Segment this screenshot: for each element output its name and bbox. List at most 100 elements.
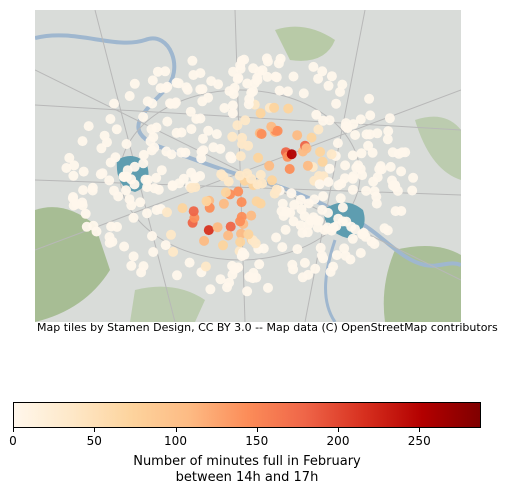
station-point bbox=[68, 170, 79, 181]
station-point bbox=[274, 85, 285, 96]
station-point bbox=[271, 184, 282, 195]
station-point bbox=[237, 132, 248, 143]
station-point bbox=[283, 103, 294, 114]
station-point bbox=[252, 179, 263, 190]
station-point bbox=[105, 157, 116, 168]
station-point bbox=[242, 286, 253, 297]
colorbar-tick-label: 200 bbox=[326, 434, 350, 448]
station-point bbox=[284, 164, 295, 174]
station-point bbox=[372, 128, 383, 139]
station-point bbox=[264, 160, 275, 171]
station-point bbox=[186, 124, 197, 135]
station-point bbox=[171, 77, 182, 88]
station-point bbox=[227, 108, 238, 119]
station-point bbox=[326, 71, 337, 82]
station-point bbox=[278, 210, 289, 221]
station-point bbox=[396, 166, 407, 177]
station-point bbox=[326, 149, 337, 160]
station-point bbox=[135, 197, 146, 208]
station-point bbox=[313, 73, 324, 84]
station-point bbox=[119, 241, 130, 252]
station-point bbox=[215, 143, 226, 154]
station-point bbox=[61, 163, 72, 173]
station-point bbox=[282, 86, 293, 97]
station-point bbox=[203, 125, 214, 136]
station-point bbox=[151, 122, 162, 133]
station-point bbox=[233, 186, 244, 197]
station-point bbox=[244, 271, 255, 282]
station-point bbox=[83, 121, 94, 132]
station-point bbox=[138, 149, 149, 160]
station-point bbox=[331, 98, 342, 109]
station-point bbox=[160, 240, 171, 251]
station-point bbox=[172, 270, 182, 281]
map-panel[interactable] bbox=[35, 10, 461, 322]
station-point bbox=[220, 187, 231, 198]
station-point bbox=[185, 106, 196, 117]
station-point bbox=[310, 263, 321, 274]
station-point bbox=[140, 174, 151, 185]
station-point bbox=[78, 185, 89, 196]
station-point bbox=[298, 88, 309, 99]
station-point bbox=[225, 151, 236, 162]
station-point bbox=[152, 66, 163, 77]
station-point bbox=[262, 56, 273, 67]
station-point bbox=[227, 260, 238, 271]
station-point bbox=[251, 196, 262, 207]
station-point bbox=[165, 98, 176, 109]
station-point bbox=[190, 173, 201, 184]
station-point bbox=[315, 242, 326, 253]
station-point bbox=[277, 198, 288, 209]
station-point bbox=[201, 196, 212, 207]
station-point bbox=[109, 185, 119, 196]
station-point bbox=[218, 198, 229, 209]
park-area bbox=[130, 286, 205, 322]
map-attribution: Map tiles by Stamen Design, CC BY 3.0 --… bbox=[37, 321, 498, 334]
station-point bbox=[178, 173, 189, 184]
station-point bbox=[106, 221, 117, 232]
station-point bbox=[336, 178, 347, 189]
station-point bbox=[382, 134, 393, 145]
station-point bbox=[181, 82, 192, 93]
station-point bbox=[162, 207, 172, 218]
park-area bbox=[275, 26, 335, 61]
station-point bbox=[235, 151, 246, 162]
station-point bbox=[246, 87, 257, 98]
station-point bbox=[151, 205, 162, 215]
station-point bbox=[317, 66, 328, 77]
station-point bbox=[348, 171, 359, 182]
station-point bbox=[188, 206, 199, 217]
station-point bbox=[252, 72, 263, 83]
station-point bbox=[288, 216, 299, 227]
station-point bbox=[104, 175, 115, 186]
station-point bbox=[255, 169, 266, 180]
basemap bbox=[35, 10, 461, 322]
station-point bbox=[280, 224, 291, 235]
station-point bbox=[99, 130, 110, 141]
station-point bbox=[286, 188, 297, 199]
colorbar-tick-label: 50 bbox=[86, 434, 102, 448]
station-point bbox=[222, 282, 232, 293]
colorbar-tick-mark bbox=[419, 428, 421, 432]
station-point bbox=[392, 185, 403, 196]
station-point bbox=[255, 108, 266, 119]
station-point bbox=[350, 130, 361, 140]
colorbar-label-line1: Number of minutes full in February bbox=[133, 454, 361, 469]
station-point bbox=[227, 269, 238, 280]
station-point bbox=[200, 261, 211, 272]
colorbar-tick-label: 100 bbox=[164, 434, 187, 448]
station-point bbox=[227, 100, 238, 111]
station-point bbox=[306, 132, 317, 143]
station-point bbox=[271, 232, 282, 243]
station-point bbox=[314, 179, 325, 190]
station-point bbox=[142, 182, 153, 193]
station-point bbox=[69, 160, 80, 171]
station-point bbox=[356, 148, 367, 159]
station-point bbox=[128, 251, 139, 262]
station-point bbox=[149, 142, 160, 153]
station-point bbox=[253, 152, 264, 163]
station-point bbox=[272, 125, 283, 136]
station-point bbox=[263, 282, 273, 293]
station-point bbox=[151, 172, 162, 183]
station-point bbox=[197, 96, 208, 107]
